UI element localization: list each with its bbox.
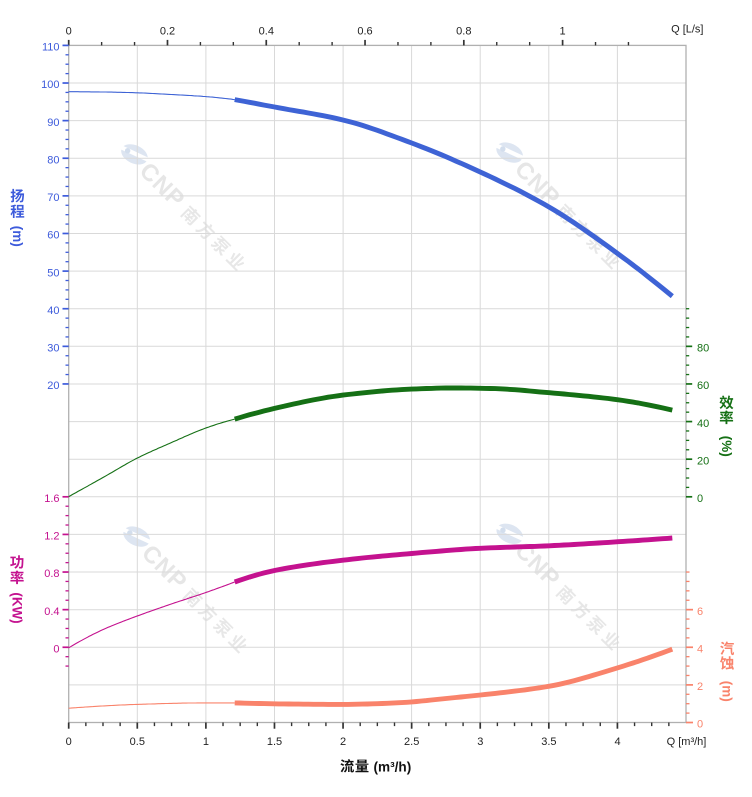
svg-text:(m³/h): (m³/h) (374, 759, 412, 774)
svg-text:0.8: 0.8 (456, 25, 471, 37)
svg-text:4: 4 (697, 644, 703, 656)
svg-text:80: 80 (697, 343, 709, 355)
svg-text:(m): (m) (10, 226, 25, 247)
svg-text:0: 0 (66, 25, 72, 37)
svg-text:2: 2 (340, 736, 346, 748)
svg-text:3.5: 3.5 (541, 736, 556, 748)
svg-text:0.5: 0.5 (130, 736, 145, 748)
svg-text:0: 0 (53, 644, 59, 656)
svg-text:0: 0 (66, 736, 72, 748)
svg-text:0: 0 (697, 493, 703, 505)
svg-text:0: 0 (697, 719, 703, 731)
svg-text:6: 6 (697, 606, 703, 618)
svg-text:0.4: 0.4 (259, 25, 274, 37)
svg-text:40: 40 (697, 418, 709, 430)
svg-text:3: 3 (477, 736, 483, 748)
svg-text:90: 90 (47, 117, 59, 129)
svg-text:1.6: 1.6 (44, 493, 59, 505)
svg-text:0.8: 0.8 (44, 568, 59, 580)
svg-text:1.5: 1.5 (267, 736, 282, 748)
svg-text:20: 20 (47, 380, 59, 392)
svg-text:(m): (m) (720, 681, 735, 702)
svg-text:80: 80 (47, 155, 59, 167)
svg-text:110: 110 (42, 42, 60, 54)
svg-text:50: 50 (47, 267, 59, 279)
svg-text:100: 100 (41, 79, 59, 91)
svg-text:1: 1 (203, 736, 209, 748)
svg-text:0.2: 0.2 (160, 25, 175, 37)
svg-text:2: 2 (697, 681, 703, 693)
svg-text:Q [m³/h]: Q [m³/h] (667, 736, 707, 748)
svg-text:1: 1 (560, 25, 566, 37)
svg-text:0.6: 0.6 (357, 25, 372, 37)
svg-text:40: 40 (47, 305, 59, 317)
svg-text:60: 60 (697, 380, 709, 392)
svg-text:70: 70 (47, 192, 59, 204)
svg-text:(%): (%) (719, 436, 734, 457)
svg-text:4: 4 (614, 736, 620, 748)
svg-text:Q [L/s]: Q [L/s] (671, 24, 703, 36)
svg-text:60: 60 (47, 230, 59, 242)
svg-text:0.4: 0.4 (44, 606, 59, 618)
svg-text:1.2: 1.2 (44, 531, 59, 543)
svg-text:20: 20 (697, 455, 709, 467)
svg-text:2.5: 2.5 (404, 736, 419, 748)
svg-text:30: 30 (47, 343, 59, 355)
svg-text:(KW): (KW) (10, 592, 25, 623)
